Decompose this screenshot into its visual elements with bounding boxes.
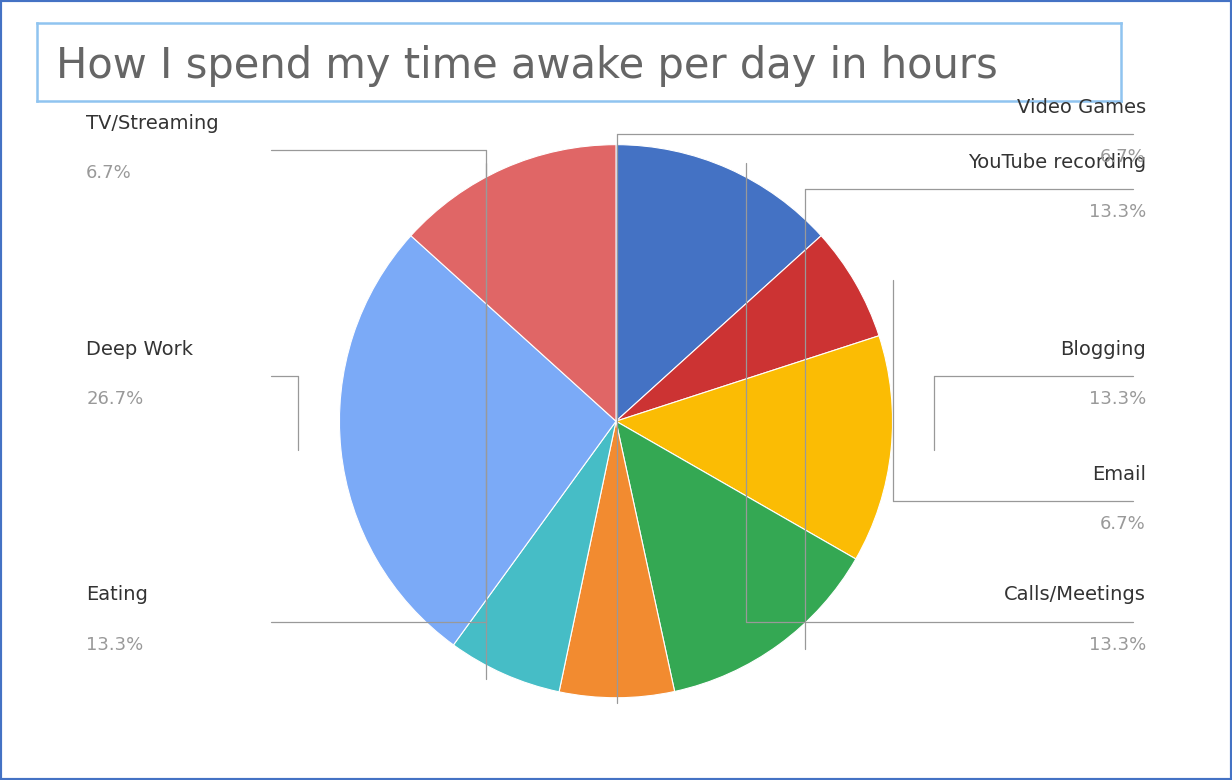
Text: Deep Work: Deep Work xyxy=(86,340,193,359)
Wedge shape xyxy=(616,144,821,421)
Wedge shape xyxy=(616,421,856,691)
Wedge shape xyxy=(453,421,616,692)
Text: Video Games: Video Games xyxy=(1016,98,1146,117)
Text: 26.7%: 26.7% xyxy=(86,390,143,408)
Wedge shape xyxy=(559,421,675,698)
Text: Email: Email xyxy=(1092,465,1146,484)
Text: Eating: Eating xyxy=(86,586,148,604)
Text: 13.3%: 13.3% xyxy=(1089,636,1146,654)
Text: TV/Streaming: TV/Streaming xyxy=(86,114,219,133)
Wedge shape xyxy=(411,144,616,421)
Text: 13.3%: 13.3% xyxy=(1089,390,1146,408)
Text: 13.3%: 13.3% xyxy=(1089,203,1146,221)
Text: 6.7%: 6.7% xyxy=(1100,515,1146,533)
Wedge shape xyxy=(616,236,878,421)
Text: 13.3%: 13.3% xyxy=(86,636,143,654)
Text: 6.7%: 6.7% xyxy=(1100,148,1146,166)
Text: Calls/Meetings: Calls/Meetings xyxy=(1004,586,1146,604)
Text: How I spend my time awake per day in hours: How I spend my time awake per day in hou… xyxy=(57,44,998,87)
Wedge shape xyxy=(340,236,616,645)
Text: YouTube recording: YouTube recording xyxy=(967,153,1146,172)
Wedge shape xyxy=(616,335,892,559)
Text: Blogging: Blogging xyxy=(1060,340,1146,359)
Text: 6.7%: 6.7% xyxy=(86,164,132,182)
